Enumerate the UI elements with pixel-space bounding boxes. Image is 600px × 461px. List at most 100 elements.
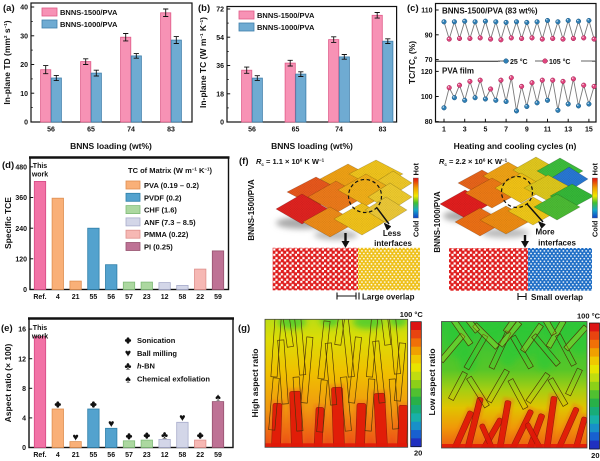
svg-text:0: 0 — [22, 445, 26, 452]
svg-text:83: 83 — [167, 127, 175, 134]
svg-text:Rc = 1.1 × 106 K W−1: Rc = 1.1 × 106 K W−1 — [256, 157, 325, 167]
svg-text:(g): (g) — [238, 323, 250, 334]
svg-text:120: 120 — [15, 256, 27, 263]
svg-text:4: 4 — [22, 416, 26, 423]
svg-text:70: 70 — [425, 57, 433, 64]
svg-text:65: 65 — [292, 127, 300, 134]
svg-text:54: 54 — [216, 35, 224, 42]
svg-text:100 °C: 100 °C — [400, 310, 424, 319]
svg-text:♥: ♥ — [125, 348, 131, 360]
svg-text:PMMA (0.22): PMMA (0.22) — [144, 230, 189, 239]
svg-text:9: 9 — [525, 127, 529, 134]
svg-text:BNNS loading (wt%): BNNS loading (wt%) — [271, 141, 353, 151]
svg-text:22: 22 — [196, 294, 204, 301]
svg-text:(c): (c) — [407, 3, 419, 14]
svg-text:♣: ♣ — [125, 361, 132, 373]
svg-text:♠: ♠ — [215, 392, 221, 404]
svg-text:Less: Less — [383, 229, 402, 238]
svg-text:♥: ♥ — [108, 418, 114, 430]
svg-text:21: 21 — [72, 452, 80, 459]
svg-text:BNNS-1500/PVA: BNNS-1500/PVA — [60, 8, 118, 17]
svg-text:20: 20 — [414, 449, 422, 458]
svg-text:(a): (a) — [3, 3, 15, 14]
svg-text:59: 59 — [214, 294, 222, 301]
svg-text:Small overlap: Small overlap — [531, 293, 583, 302]
svg-text:Specific TCE: Specific TCE — [3, 197, 13, 249]
svg-text:BNNS-1500/PVA: BNNS-1500/PVA — [247, 179, 256, 240]
svg-text:13: 13 — [564, 127, 572, 134]
svg-text:8: 8 — [22, 386, 26, 393]
svg-text:1: 1 — [442, 127, 446, 134]
svg-text:BNNS-1000/PVA: BNNS-1000/PVA — [60, 20, 118, 29]
svg-text:Ref.: Ref. — [33, 294, 46, 301]
svg-text:PVA (0.19 – 0.2): PVA (0.19 – 0.2) — [144, 181, 200, 190]
svg-text:0: 0 — [23, 287, 27, 294]
svg-text:PVDF (0.2): PVDF (0.2) — [144, 193, 182, 202]
svg-text:work: work — [31, 172, 48, 179]
svg-text:BNNS-1000/PVA: BNNS-1000/PVA — [433, 191, 442, 252]
svg-text:0: 0 — [220, 120, 224, 127]
svg-text:(b): (b) — [198, 3, 210, 14]
svg-text:Hot: Hot — [591, 163, 600, 176]
svg-text:♠: ♠ — [125, 373, 131, 385]
svg-text:Heating and cooling cycles (n): Heating and cooling cycles (n) — [454, 141, 577, 151]
svg-text:CHF (1.6): CHF (1.6) — [144, 206, 177, 215]
svg-text:BNNS-1000/PVA: BNNS-1000/PVA — [257, 23, 315, 32]
svg-text:More: More — [535, 228, 555, 237]
svg-text:57: 57 — [125, 452, 133, 459]
svg-text:h-BN: h-BN — [137, 362, 155, 371]
svg-text:PI (0.25): PI (0.25) — [144, 243, 173, 252]
svg-text:7: 7 — [504, 127, 508, 134]
svg-text:(d): (d) — [2, 160, 14, 171]
svg-text:ANF (7.3 – 8.5): ANF (7.3 – 8.5) — [144, 218, 196, 227]
svg-text:105 °C: 105 °C — [549, 58, 570, 66]
svg-text:10: 10 — [20, 91, 28, 98]
svg-text:12: 12 — [18, 356, 26, 363]
svg-text:100 °C: 100 °C — [577, 312, 600, 321]
svg-text:3: 3 — [463, 127, 467, 134]
svg-text:480: 480 — [15, 164, 27, 171]
svg-text:5: 5 — [483, 127, 487, 134]
svg-text:4: 4 — [56, 294, 60, 301]
svg-text:Large overlap: Large overlap — [362, 293, 415, 302]
svg-text:74: 74 — [335, 127, 343, 134]
svg-text:22: 22 — [196, 452, 204, 459]
svg-text:TC of Matrix (W m−1 K−1): TC of Matrix (W m−1 K−1) — [128, 166, 213, 175]
svg-text:In-plane TC (W m−1 K−1): In-plane TC (W m−1 K−1) — [198, 17, 208, 108]
svg-text:40: 40 — [20, 5, 28, 12]
svg-text:20: 20 — [591, 451, 599, 460]
svg-text:59: 59 — [214, 452, 222, 459]
svg-text:Chemical exfoliation: Chemical exfoliation — [137, 374, 210, 383]
svg-text:16: 16 — [18, 327, 26, 334]
svg-text:Sonication: Sonication — [137, 336, 176, 345]
svg-text:work: work — [31, 334, 48, 341]
svg-text:interfaces: interfaces — [538, 239, 576, 248]
svg-text:36: 36 — [216, 63, 224, 70]
svg-text:30: 30 — [20, 33, 28, 40]
svg-text:♥: ♥ — [179, 412, 185, 424]
svg-text:58: 58 — [179, 452, 187, 459]
svg-text:74: 74 — [127, 127, 135, 134]
svg-text:(e): (e) — [1, 323, 13, 334]
svg-text:18: 18 — [216, 91, 224, 98]
svg-text:Ball milling: Ball milling — [137, 349, 177, 358]
svg-text:BNNS-1500/PVA: BNNS-1500/PVA — [257, 11, 315, 20]
svg-text:Ref.: Ref. — [33, 452, 46, 459]
svg-text:83: 83 — [379, 127, 387, 134]
svg-text:72: 72 — [216, 7, 224, 14]
svg-text:Cold: Cold — [411, 220, 420, 237]
svg-text:Rc = 2.2 × 106 K W−1: Rc = 2.2 × 106 K W−1 — [439, 157, 508, 167]
svg-text:Hot: Hot — [411, 163, 420, 176]
svg-text:21: 21 — [72, 294, 80, 301]
svg-text:This: This — [33, 163, 47, 170]
svg-text:23: 23 — [143, 294, 151, 301]
svg-text:Aspect ratio (× 100): Aspect ratio (× 100) — [3, 344, 13, 423]
svg-text:56: 56 — [248, 127, 256, 134]
svg-text:100: 100 — [421, 94, 433, 101]
svg-text:80: 80 — [425, 119, 433, 126]
svg-text:High aspect ratio: High aspect ratio — [250, 349, 260, 418]
svg-text:23: 23 — [143, 452, 151, 459]
svg-text:360: 360 — [15, 195, 27, 202]
svg-text:25 °C: 25 °C — [510, 58, 528, 66]
svg-text:120: 120 — [421, 69, 433, 76]
